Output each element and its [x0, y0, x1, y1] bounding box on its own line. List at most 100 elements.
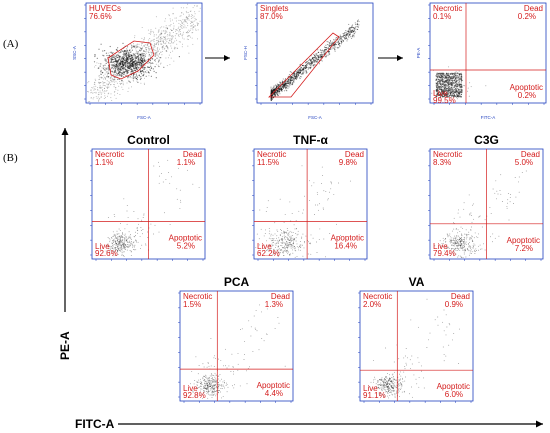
event-dot: [463, 241, 465, 243]
event-dot: [173, 22, 174, 24]
event-dot: [455, 82, 456, 84]
event-dot: [293, 246, 295, 247]
event-dot: [216, 390, 218, 392]
event-dot: [156, 37, 158, 39]
event-dot: [121, 251, 123, 253]
event-dot: [277, 230, 279, 232]
event-dot: [132, 79, 134, 81]
event-dot: [349, 180, 351, 182]
event-dot: [118, 228, 120, 230]
event-dot: [193, 27, 195, 29]
event-dot: [119, 242, 121, 244]
event-dot: [204, 385, 206, 387]
event-dot: [456, 78, 458, 80]
event-dot: [321, 54, 323, 56]
event-dot: [455, 86, 457, 88]
event-dot: [142, 56, 144, 57]
event-dot: [93, 61, 96, 63]
event-dot: [113, 52, 115, 53]
event-dot: [438, 79, 440, 81]
event-dot: [138, 53, 140, 55]
event-dot: [296, 76, 298, 79]
event-dot: [457, 243, 459, 245]
event-dot: [96, 62, 98, 64]
event-dot: [121, 254, 123, 256]
event-dot: [207, 384, 209, 386]
event-dot: [290, 75, 292, 78]
event-dot: [460, 76, 462, 78]
event-dot: [120, 236, 122, 238]
event-dot: [453, 217, 455, 219]
event-dot: [155, 72, 157, 74]
event-dot: [124, 238, 126, 240]
event-dot: [307, 68, 309, 70]
event-dot: [186, 21, 187, 23]
event-dot: [125, 50, 127, 52]
event-dot: [136, 57, 138, 59]
event-dot: [325, 191, 327, 193]
event-dot: [167, 28, 169, 29]
event-dot: [331, 183, 332, 185]
event-dot: [299, 72, 301, 74]
event-dot: [94, 83, 96, 85]
event-dot: [161, 46, 163, 48]
event-dot: [128, 52, 130, 54]
event-dot: [136, 46, 138, 48]
event-dot: [198, 381, 200, 383]
event-dot: [218, 382, 219, 384]
event-dot: [179, 33, 181, 35]
event-dot: [471, 221, 473, 223]
event-dot: [143, 53, 145, 55]
event-dot: [470, 212, 472, 214]
event-dot: [331, 181, 332, 183]
event-dot: [331, 48, 333, 50]
event-dot: [98, 83, 100, 85]
event-dot: [470, 246, 472, 248]
event-dot: [327, 47, 329, 49]
event-dot: [296, 256, 298, 258]
event-dot: [221, 384, 223, 386]
event-dot: [165, 31, 167, 32]
event-dot: [314, 214, 315, 215]
event-dot: [179, 29, 180, 30]
event-dot: [346, 40, 348, 42]
event-dot: [289, 242, 290, 244]
event-dot: [152, 47, 154, 49]
event-dot: [463, 246, 465, 248]
event-dot: [150, 223, 152, 225]
event-dot: [135, 249, 137, 251]
event-dot: [469, 239, 471, 241]
event-dot: [210, 388, 212, 390]
event-dot: [170, 45, 172, 47]
event-dot: [123, 251, 125, 253]
event-dot: [206, 382, 208, 384]
event-dot: [276, 229, 278, 231]
event-dot: [143, 38, 145, 40]
event-dot: [347, 35, 349, 37]
event-dot: [272, 89, 274, 91]
event-dot: [130, 255, 132, 257]
event-dot: [310, 234, 312, 236]
event-dot: [117, 67, 119, 69]
event-dot: [211, 373, 213, 375]
event-dot: [213, 366, 215, 368]
event-dot: [111, 240, 113, 242]
event-dot: [451, 88, 453, 90]
event-dot: [286, 247, 287, 248]
event-dot: [300, 246, 302, 248]
event-dot: [179, 15, 181, 17]
event-dot: [123, 239, 125, 241]
event-dot: [470, 226, 472, 228]
event-dot: [141, 61, 143, 63]
event-dot: [143, 45, 145, 47]
event-dot: [165, 57, 167, 59]
event-dot: [172, 30, 173, 31]
event-dot: [213, 357, 215, 359]
event-dot: [135, 68, 137, 70]
event-dot: [114, 240, 116, 242]
event-dot: [98, 79, 100, 81]
event-dot: [507, 193, 509, 195]
event-dot: [104, 78, 106, 80]
event-dot: [117, 70, 120, 72]
